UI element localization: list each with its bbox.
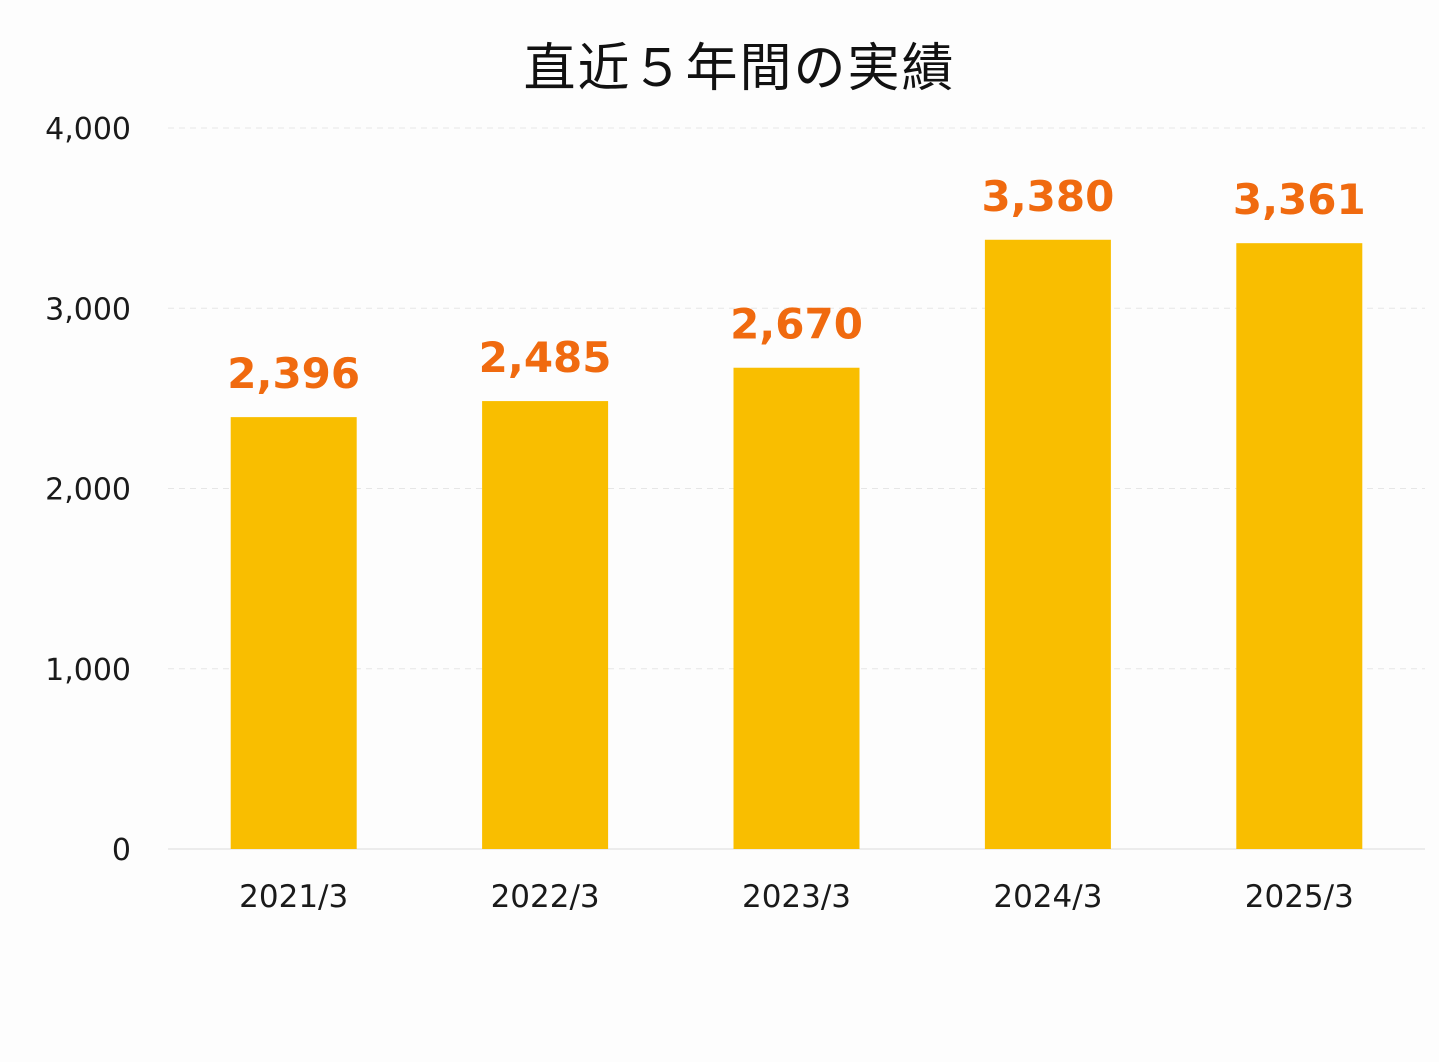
bar (482, 401, 609, 849)
y-axis-ticks: 0 1,000 2,000 3,000 4,000 (45, 112, 131, 868)
y-tick-label: 4,000 (45, 112, 131, 147)
y-tick-label: 1,000 (45, 653, 131, 688)
bar (984, 239, 1111, 849)
x-tick-label: 2022/3 (491, 879, 600, 915)
data-label: 2,396 (227, 349, 360, 398)
x-tick-label: 2023/3 (742, 879, 851, 915)
bar (1236, 243, 1363, 849)
x-tick-label: 2025/3 (1245, 879, 1354, 915)
data-label: 3,380 (981, 172, 1114, 221)
y-tick-label: 3,000 (45, 292, 131, 327)
data-label: 3,361 (1233, 175, 1366, 224)
data-label: 2,670 (730, 300, 863, 349)
bar (733, 367, 860, 849)
y-tick-label: 0 (112, 833, 131, 868)
data-labels: 2,396 2,485 2,670 3,380 3,361 (227, 172, 1365, 398)
x-axis-ticks: 2021/3 2022/3 2023/3 2024/3 2025/3 (239, 879, 1354, 915)
y-tick-label: 2,000 (45, 473, 131, 508)
bar (230, 417, 357, 849)
chart-title: 直近５年間の実績 (523, 39, 956, 99)
x-tick-label: 2024/3 (993, 879, 1102, 915)
bars (230, 239, 1363, 849)
data-label: 2,485 (479, 333, 612, 382)
x-tick-label: 2021/3 (239, 879, 348, 915)
